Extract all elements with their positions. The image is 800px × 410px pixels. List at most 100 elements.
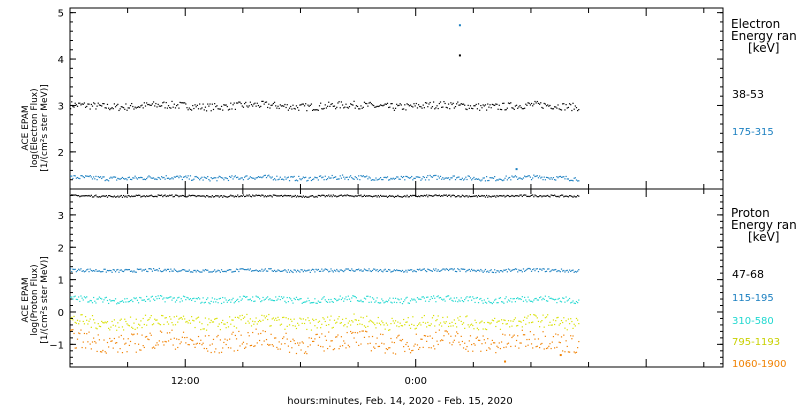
data-point [135, 107, 137, 109]
data-point [124, 178, 126, 180]
data-point [314, 176, 316, 178]
data-point [577, 347, 579, 349]
data-point [258, 176, 261, 178]
data-point [239, 315, 241, 317]
data-point [360, 269, 362, 271]
data-point [158, 194, 160, 196]
data-point [300, 349, 302, 351]
data-point [577, 302, 579, 304]
data-point [441, 298, 443, 300]
data-point [473, 105, 475, 107]
data-point [394, 353, 397, 355]
data-point [81, 297, 83, 299]
data-point [345, 317, 347, 320]
data-point [148, 318, 150, 321]
data-point [504, 109, 506, 111]
data-point [351, 320, 353, 322]
data-point [467, 196, 469, 198]
data-point [79, 196, 81, 198]
data-point [90, 194, 92, 196]
data-point [439, 322, 442, 324]
data-point [93, 102, 95, 104]
data-point [164, 107, 166, 109]
data-point [166, 268, 168, 270]
data-point [416, 195, 419, 198]
data-point [534, 314, 536, 316]
data-point [483, 195, 485, 197]
data-point [421, 269, 423, 271]
data-point [366, 103, 368, 105]
data-point [439, 175, 442, 177]
data-point [240, 102, 242, 105]
data-point [399, 301, 401, 304]
data-point [396, 269, 398, 271]
data-point [565, 296, 567, 298]
data-point [573, 323, 575, 325]
data-point [146, 177, 148, 180]
data-point [407, 196, 409, 198]
data-point [305, 176, 307, 178]
data-point [111, 271, 113, 273]
data-point [562, 103, 564, 105]
data-point [468, 326, 470, 328]
data-point [414, 343, 416, 345]
data-point [391, 270, 393, 273]
data-point [169, 194, 171, 196]
data-point [343, 107, 345, 109]
data-point [310, 179, 313, 182]
data-point [210, 177, 212, 179]
data-point [514, 301, 517, 303]
data-point [354, 176, 356, 178]
data-point [292, 302, 294, 304]
data-point [278, 341, 280, 343]
data-point [241, 314, 243, 316]
data-point [522, 177, 525, 179]
data-point [163, 101, 165, 103]
data-point [95, 175, 97, 177]
data-point [320, 301, 322, 303]
data-point [441, 106, 443, 108]
data-point [315, 177, 317, 179]
data-point [254, 178, 256, 180]
data-point [399, 103, 401, 105]
data-point [240, 334, 242, 336]
data-point [82, 176, 84, 178]
data-point [282, 337, 284, 340]
data-point [207, 175, 209, 178]
data-point [539, 326, 541, 328]
data-point [258, 298, 261, 300]
data-point [548, 177, 550, 179]
data-point [131, 178, 133, 181]
data-point [230, 347, 232, 349]
data-point [262, 176, 264, 178]
data-point [103, 339, 105, 341]
data-point [240, 299, 242, 301]
data-point [123, 270, 125, 273]
data-point [414, 270, 416, 272]
data-point [512, 176, 514, 178]
data-point [282, 270, 284, 272]
data-point [184, 336, 186, 339]
data-point [369, 101, 371, 104]
data-point [543, 176, 545, 178]
data-point [210, 196, 212, 198]
data-point [124, 343, 126, 345]
data-point [529, 195, 531, 197]
data-point [139, 106, 141, 109]
data-point [532, 194, 534, 196]
data-point [260, 320, 262, 323]
data-point [267, 106, 269, 109]
data-point [572, 102, 574, 104]
data-point [408, 196, 410, 198]
data-point [177, 346, 179, 349]
data-point [418, 269, 420, 271]
data-point [193, 269, 195, 272]
data-point [141, 104, 143, 106]
data-point [127, 107, 129, 109]
data-point [571, 195, 573, 198]
data-point [98, 339, 101, 341]
data-point [511, 194, 513, 197]
data-point [216, 195, 218, 197]
data-point [444, 269, 446, 271]
data-point [331, 270, 333, 272]
